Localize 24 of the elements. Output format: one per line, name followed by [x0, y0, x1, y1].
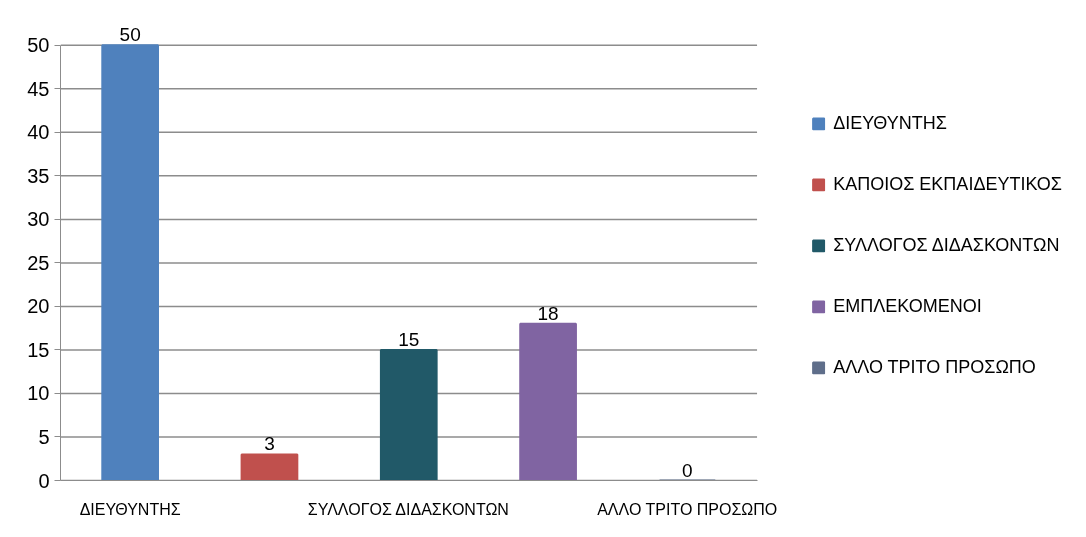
y-tick-label: 5 [38, 425, 50, 448]
legend-label: ΔΙΕΥΘΥΝΤΗΣ [833, 112, 947, 134]
y-tick-label: 0 [38, 469, 50, 492]
y-tick-label: 50 [27, 34, 50, 57]
x-tick-label: ΑΛΛΟ ΤΡΙΤΟ ΠΡΟΣΩΠΟ [597, 500, 778, 518]
legend-label: ΚΑΠΟΙΟΣ ΕΚΠΑΙΔΕΥΤΙΚΟΣ [833, 173, 1062, 195]
y-tick-label: 10 [27, 382, 50, 405]
data-label: 0 [682, 459, 693, 481]
y-tick-label: 20 [27, 295, 50, 318]
data-label: 3 [264, 433, 275, 455]
y-tick-label: 40 [27, 121, 50, 144]
legend-label: ΣΥΛΛΟΓΟΣ ΔΙΔΑΣΚΟΝΤΩΝ [833, 234, 1060, 256]
legend-label: ΕΜΠΛΕΚΟΜΕΝΟΙ [833, 295, 982, 317]
legend-label: ΑΛΛΟ ΤΡΙΤΟ ΠΡΟΣΩΠΟ [833, 356, 1036, 378]
x-tick-label: ΣΥΛΛΟΓΟΣ ΔΙΔΑΣΚΟΝΤΩΝ [307, 500, 509, 518]
y-tick-label: 35 [27, 164, 50, 187]
y-tick-label: 30 [27, 208, 50, 231]
data-label: 18 [537, 302, 559, 324]
y-tick-label: 25 [27, 251, 50, 274]
y-tick-label: 15 [27, 338, 50, 361]
y-tick-label: 45 [27, 77, 50, 100]
x-tick-label: ΔΙΕΥΘΥΝΤΗΣ [79, 500, 181, 518]
data-label: 50 [119, 24, 141, 46]
data-label: 15 [398, 328, 420, 350]
